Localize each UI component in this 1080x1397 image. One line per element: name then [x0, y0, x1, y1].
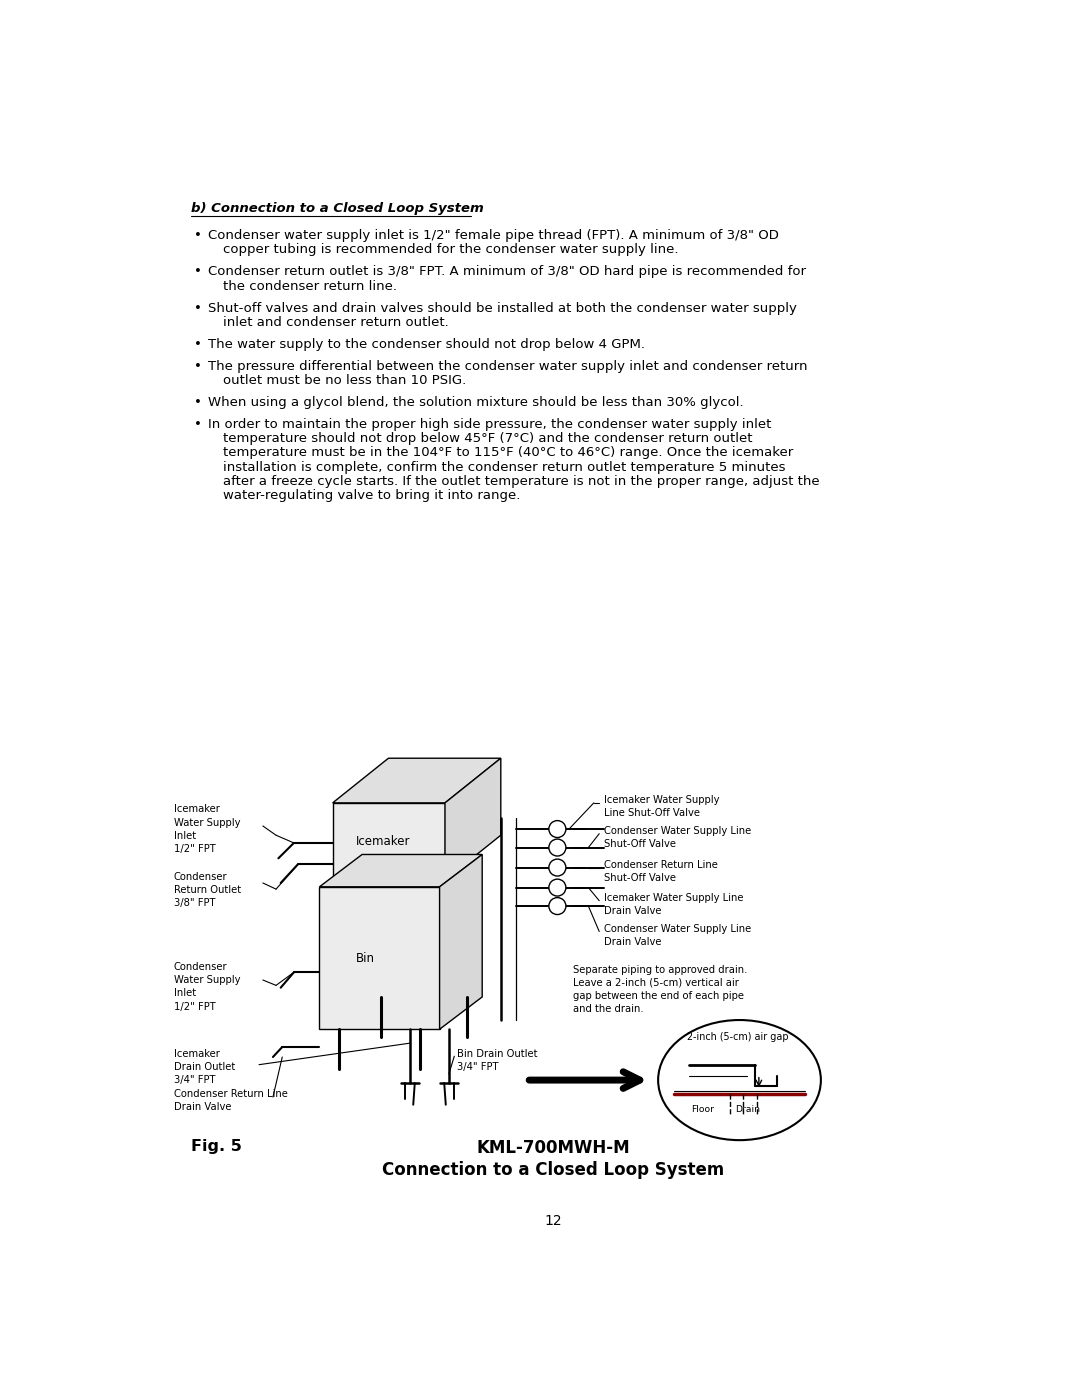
Text: temperature must be in the 104°F to 115°F (40°C to 46°C) range. Once the icemake: temperature must be in the 104°F to 115°…: [224, 447, 794, 460]
Text: •: •: [194, 360, 202, 373]
Text: Icemaker: Icemaker: [174, 1049, 219, 1059]
Text: •: •: [194, 265, 202, 278]
Text: Condenser Return Line: Condenser Return Line: [604, 861, 718, 870]
Text: Inlet: Inlet: [174, 989, 195, 999]
Text: 3/8" FPT: 3/8" FPT: [174, 898, 215, 908]
Text: Shut-Off Valve: Shut-Off Valve: [604, 840, 676, 849]
Text: Water Supply: Water Supply: [174, 975, 240, 985]
Text: Icemaker Water Supply Line: Icemaker Water Supply Line: [604, 893, 743, 902]
Text: In order to maintain the proper high side pressure, the condenser water supply i: In order to maintain the proper high sid…: [207, 418, 771, 430]
Text: Floor: Floor: [691, 1105, 715, 1115]
Text: Bin: Bin: [355, 951, 375, 964]
Text: Icemaker: Icemaker: [356, 835, 410, 848]
Polygon shape: [440, 855, 482, 1030]
Text: gap between the end of each pipe: gap between the end of each pipe: [572, 990, 744, 1000]
Text: Leave a 2-inch (5-cm) vertical air: Leave a 2-inch (5-cm) vertical air: [572, 978, 739, 988]
Polygon shape: [445, 759, 501, 880]
Text: 2-inch (5-cm) air gap: 2-inch (5-cm) air gap: [687, 1032, 788, 1042]
Text: Condenser Water Supply Line: Condenser Water Supply Line: [604, 826, 751, 835]
Text: 3/4" FPT: 3/4" FPT: [457, 1062, 498, 1073]
Text: and the drain.: and the drain.: [572, 1004, 644, 1014]
Text: •: •: [194, 395, 202, 409]
Text: Icemaker: Icemaker: [174, 805, 219, 814]
Text: Connection to a Closed Loop System: Connection to a Closed Loop System: [382, 1161, 725, 1179]
Text: Condenser Water Supply Line: Condenser Water Supply Line: [604, 923, 751, 933]
Polygon shape: [333, 803, 445, 880]
Text: Separate piping to approved drain.: Separate piping to approved drain.: [572, 964, 747, 975]
Text: inlet and condenser return outlet.: inlet and condenser return outlet.: [224, 316, 449, 328]
Text: 1/2" FPT: 1/2" FPT: [174, 844, 216, 854]
Polygon shape: [333, 759, 501, 803]
Polygon shape: [320, 855, 482, 887]
Text: temperature should not drop below 45°F (7°C) and the condenser return outlet: temperature should not drop below 45°F (…: [224, 432, 753, 446]
Text: Icemaker Water Supply: Icemaker Water Supply: [604, 795, 719, 805]
Text: outlet must be no less than 10 PSIG.: outlet must be no less than 10 PSIG.: [224, 374, 467, 387]
Text: water-regulating valve to bring it into range.: water-regulating valve to bring it into …: [224, 489, 521, 502]
Text: Shut-off valves and drain valves should be installed at both the condenser water: Shut-off valves and drain valves should …: [207, 302, 797, 314]
Text: 12: 12: [544, 1214, 563, 1228]
Text: Drain Valve: Drain Valve: [604, 907, 661, 916]
Text: •: •: [194, 418, 202, 430]
Circle shape: [549, 879, 566, 895]
Circle shape: [549, 840, 566, 856]
Text: Condenser water supply inlet is 1/2" female pipe thread (FPT). A minimum of 3/8": Condenser water supply inlet is 1/2" fem…: [207, 229, 779, 242]
Ellipse shape: [658, 1020, 821, 1140]
Circle shape: [549, 820, 566, 838]
Text: Drain Valve: Drain Valve: [604, 937, 661, 947]
Text: When using a glycol blend, the solution mixture should be less than 30% glycol.: When using a glycol blend, the solution …: [207, 395, 743, 409]
Text: 1/2" FPT: 1/2" FPT: [174, 1002, 216, 1011]
Text: The pressure differential between the condenser water supply inlet and condenser: The pressure differential between the co…: [207, 360, 808, 373]
Circle shape: [549, 898, 566, 915]
Text: The water supply to the condenser should not drop below 4 GPM.: The water supply to the condenser should…: [207, 338, 645, 351]
Text: Condenser: Condenser: [174, 963, 228, 972]
Text: Bin Drain Outlet: Bin Drain Outlet: [457, 1049, 537, 1059]
Text: •: •: [194, 302, 202, 314]
Text: Inlet: Inlet: [174, 831, 195, 841]
Text: Drain: Drain: [735, 1105, 760, 1115]
Text: copper tubing is recommended for the condenser water supply line.: copper tubing is recommended for the con…: [224, 243, 679, 257]
Text: after a freeze cycle starts. If the outlet temperature is not in the proper rang: after a freeze cycle starts. If the outl…: [224, 475, 820, 488]
Text: 3/4" FPT: 3/4" FPT: [174, 1076, 215, 1085]
Text: Water Supply: Water Supply: [174, 817, 240, 827]
Text: b) Connection to a Closed Loop System: b) Connection to a Closed Loop System: [191, 203, 484, 215]
Text: Line Shut-Off Valve: Line Shut-Off Valve: [604, 809, 700, 819]
Text: Fig. 5: Fig. 5: [191, 1140, 242, 1154]
Text: •: •: [194, 338, 202, 351]
Circle shape: [549, 859, 566, 876]
Text: Drain Valve: Drain Valve: [174, 1102, 231, 1112]
Text: Drain Outlet: Drain Outlet: [174, 1062, 235, 1073]
Text: Shut-Off Valve: Shut-Off Valve: [604, 873, 676, 883]
Text: installation is complete, confirm the condenser return outlet temperature 5 minu: installation is complete, confirm the co…: [224, 461, 786, 474]
Text: •: •: [194, 229, 202, 242]
Polygon shape: [320, 887, 440, 1030]
Text: Condenser: Condenser: [174, 872, 228, 882]
Text: Condenser Return Line: Condenser Return Line: [174, 1090, 287, 1099]
Text: Condenser return outlet is 3/8" FPT. A minimum of 3/8" OD hard pipe is recommend: Condenser return outlet is 3/8" FPT. A m…: [207, 265, 806, 278]
Text: the condenser return line.: the condenser return line.: [224, 279, 397, 293]
Text: KML-700MWH-M: KML-700MWH-M: [476, 1140, 631, 1157]
Text: Return Outlet: Return Outlet: [174, 886, 241, 895]
